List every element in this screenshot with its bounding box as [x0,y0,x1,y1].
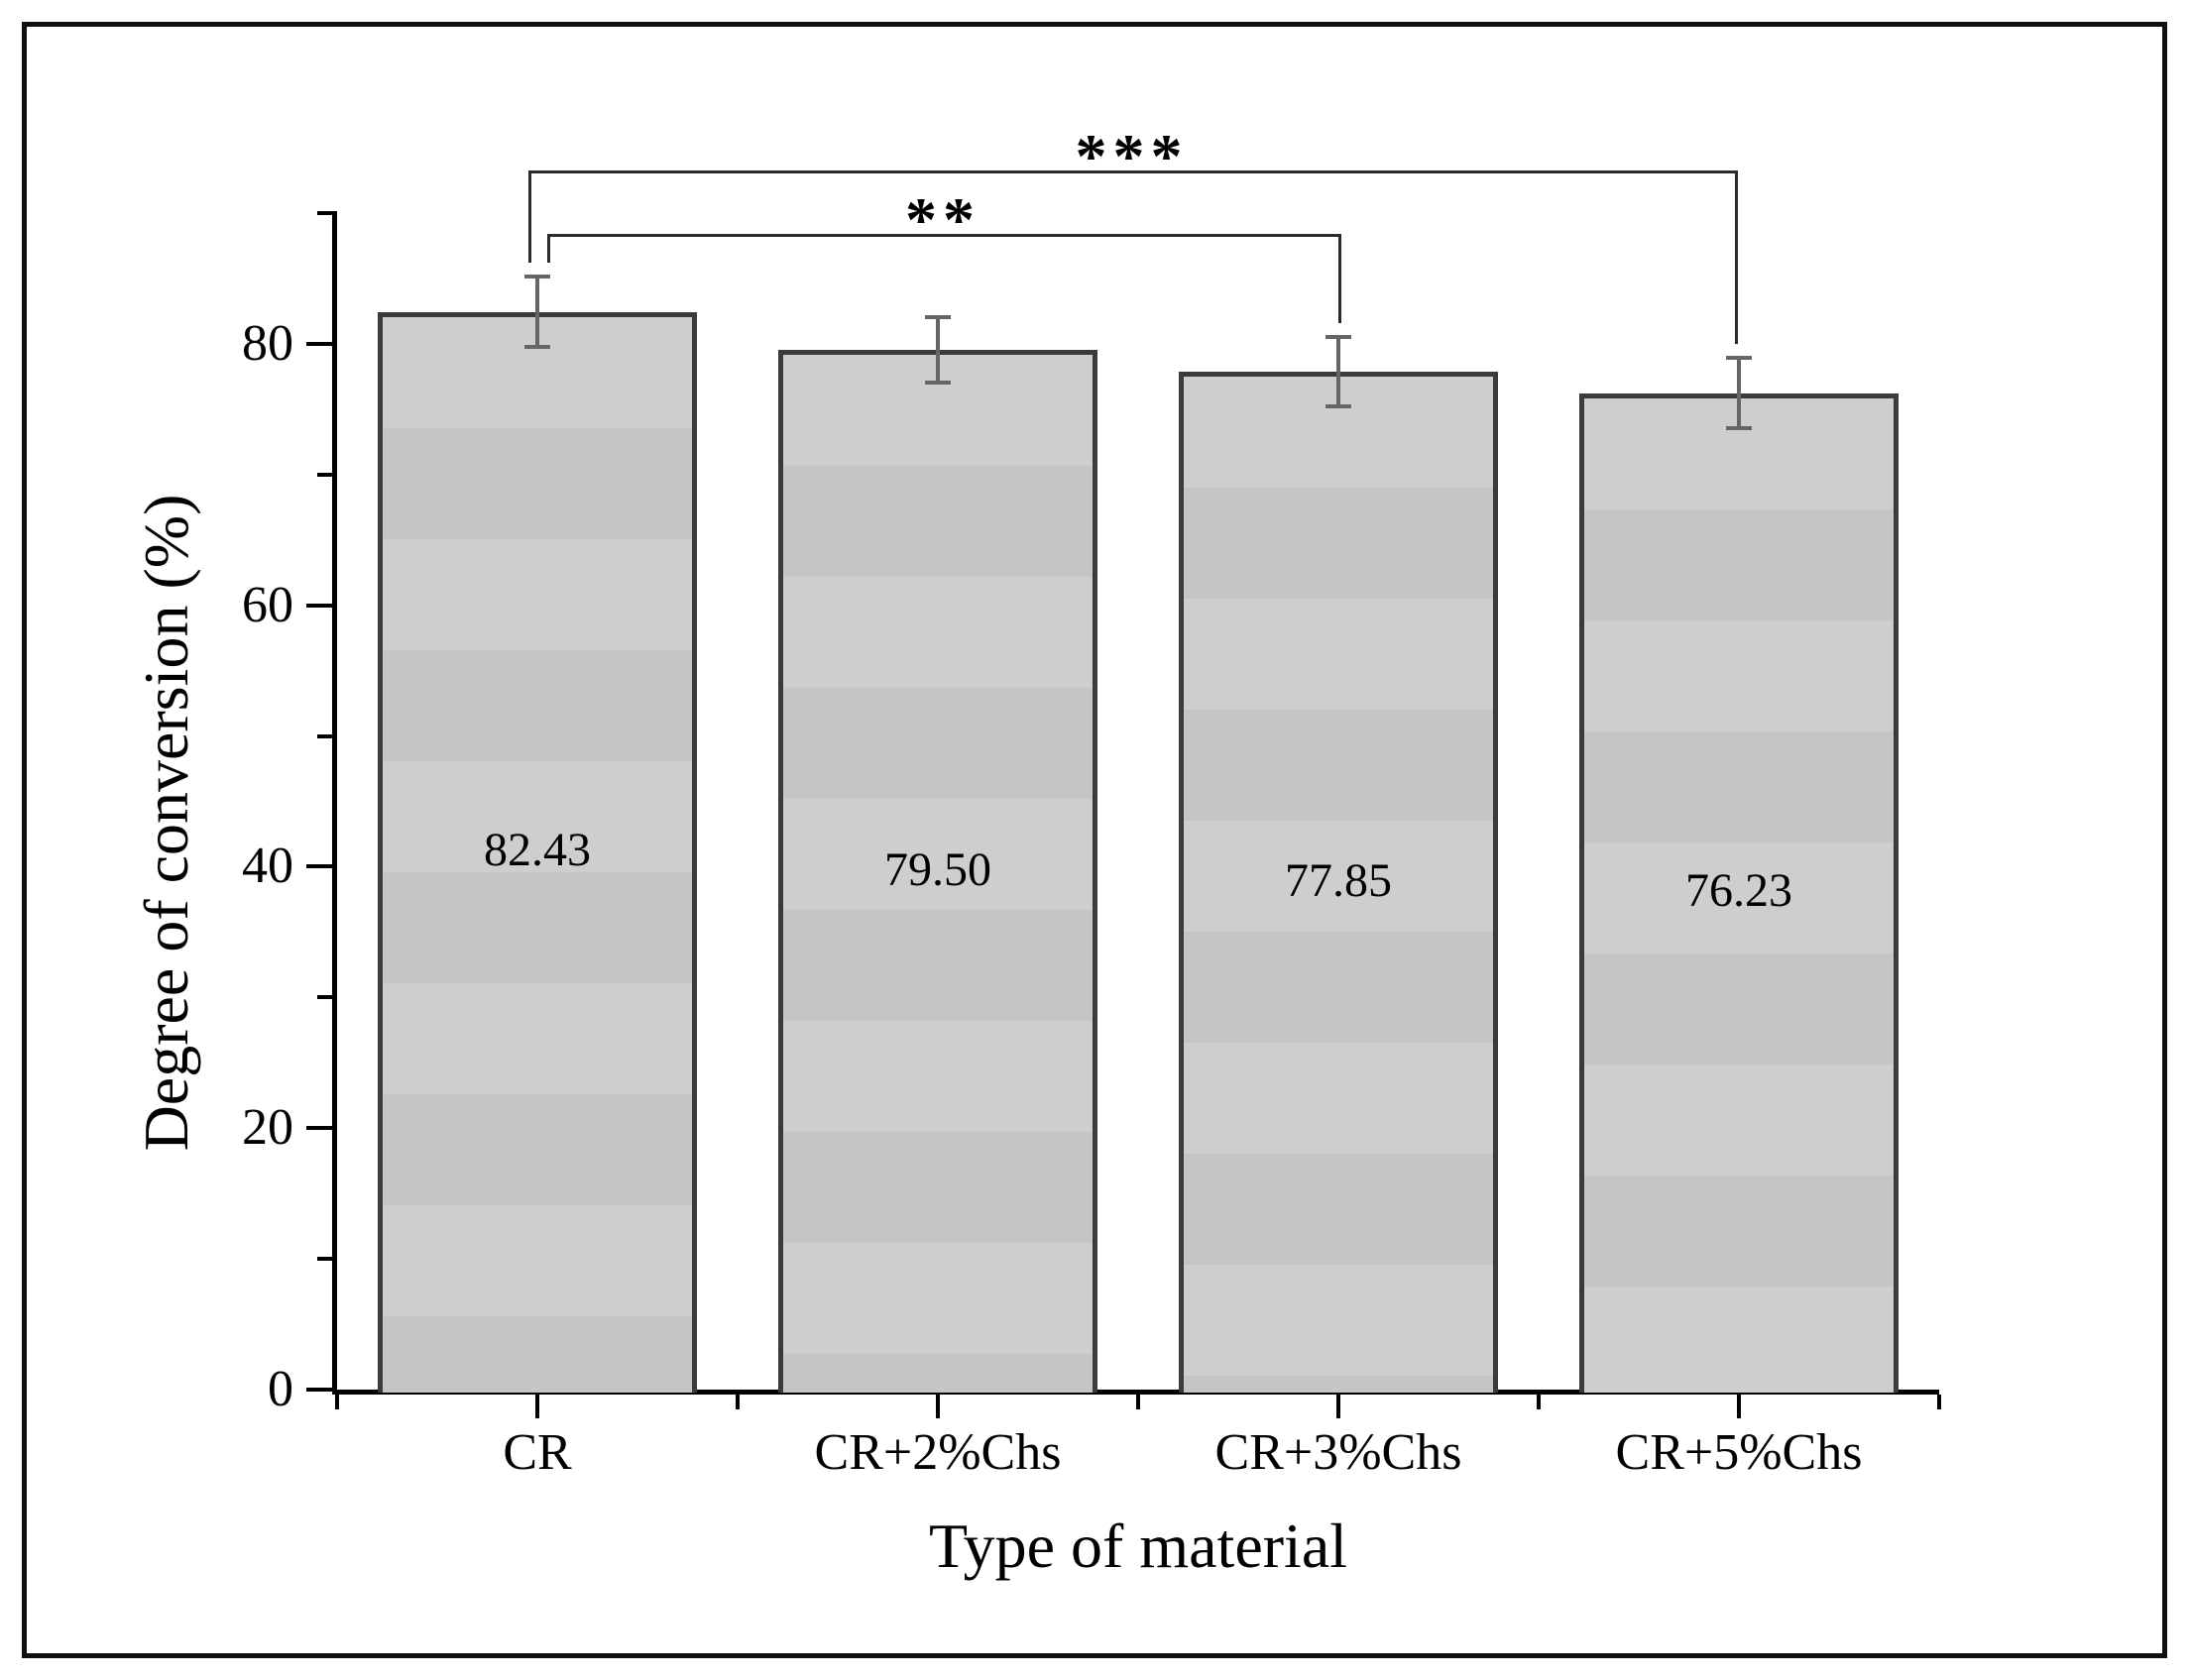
bar-CR+2%Chs [778,350,1097,1393]
sig-label: ** [905,184,980,255]
sig-bracket-drop-left [528,170,531,264]
y-tick-label: 0 [268,1361,293,1417]
y-tick-label: 20 [242,1099,293,1157]
y-major-tick [306,864,332,869]
y-minor-tick [317,210,332,215]
error-bar-cap-top [1726,355,1752,360]
x-category-label: CR+2%Chs [814,1424,1062,1481]
bar-CR+5%Chs [1579,392,1899,1393]
x-axis-title: Type of material [929,1511,1347,1581]
error-bar-stem [1336,337,1340,407]
x-major-tick [535,1395,539,1418]
x-minor-tick [335,1395,339,1409]
x-major-tick [1336,1395,1340,1418]
bar-value-label: 79.50 [884,842,991,896]
y-major-tick [306,603,332,608]
error-bar-cap-bottom [524,345,550,350]
x-minor-tick [1537,1395,1541,1409]
x-category-label: CR+5%Chs [1615,1424,1863,1481]
error-bar-cap-bottom [1726,426,1752,431]
error-bar-stem [535,277,539,348]
x-minor-tick [1136,1395,1140,1409]
x-major-tick [936,1395,940,1418]
error-bar-stem [936,317,940,384]
error-bar-cap-top [524,275,550,280]
x-category-label: CR+3%Chs [1214,1424,1462,1481]
y-axis [332,210,337,1395]
error-bar-cap-top [925,315,951,320]
y-axis-title: Degree of conversion (%) [131,494,201,1152]
x-category-label: CR [503,1424,572,1481]
error-bar-stem [1737,357,1741,429]
y-major-tick [306,1388,332,1392]
sig-label: *** [1075,121,1189,191]
y-minor-tick [317,733,332,738]
bar-value-label: 77.85 [1285,853,1392,907]
sig-bracket-line [528,170,1735,173]
y-tick-label: 40 [242,838,293,895]
sig-bracket-drop-left [547,234,550,264]
error-bar-cap-top [1325,335,1351,340]
bar-value-label: 76.23 [1685,864,1792,918]
y-tick-label: 60 [242,576,293,633]
y-major-tick [306,1126,332,1131]
y-tick-label: 80 [242,314,293,372]
y-minor-tick [317,1257,332,1262]
x-minor-tick [736,1395,740,1409]
x-major-tick [1737,1395,1741,1418]
x-minor-tick [1937,1395,1941,1409]
sig-bracket-line [547,234,1338,237]
y-minor-tick [317,472,332,477]
sig-bracket-drop-right [1735,170,1738,344]
error-bar-cap-bottom [1325,404,1351,409]
x-axis [332,1390,1939,1395]
figure-border [22,22,2167,1658]
error-bar-cap-bottom [925,381,951,386]
y-major-tick [306,341,332,346]
bar-value-label: 82.43 [484,824,591,877]
y-minor-tick [317,995,332,1000]
sig-bracket-drop-right [1338,234,1341,324]
